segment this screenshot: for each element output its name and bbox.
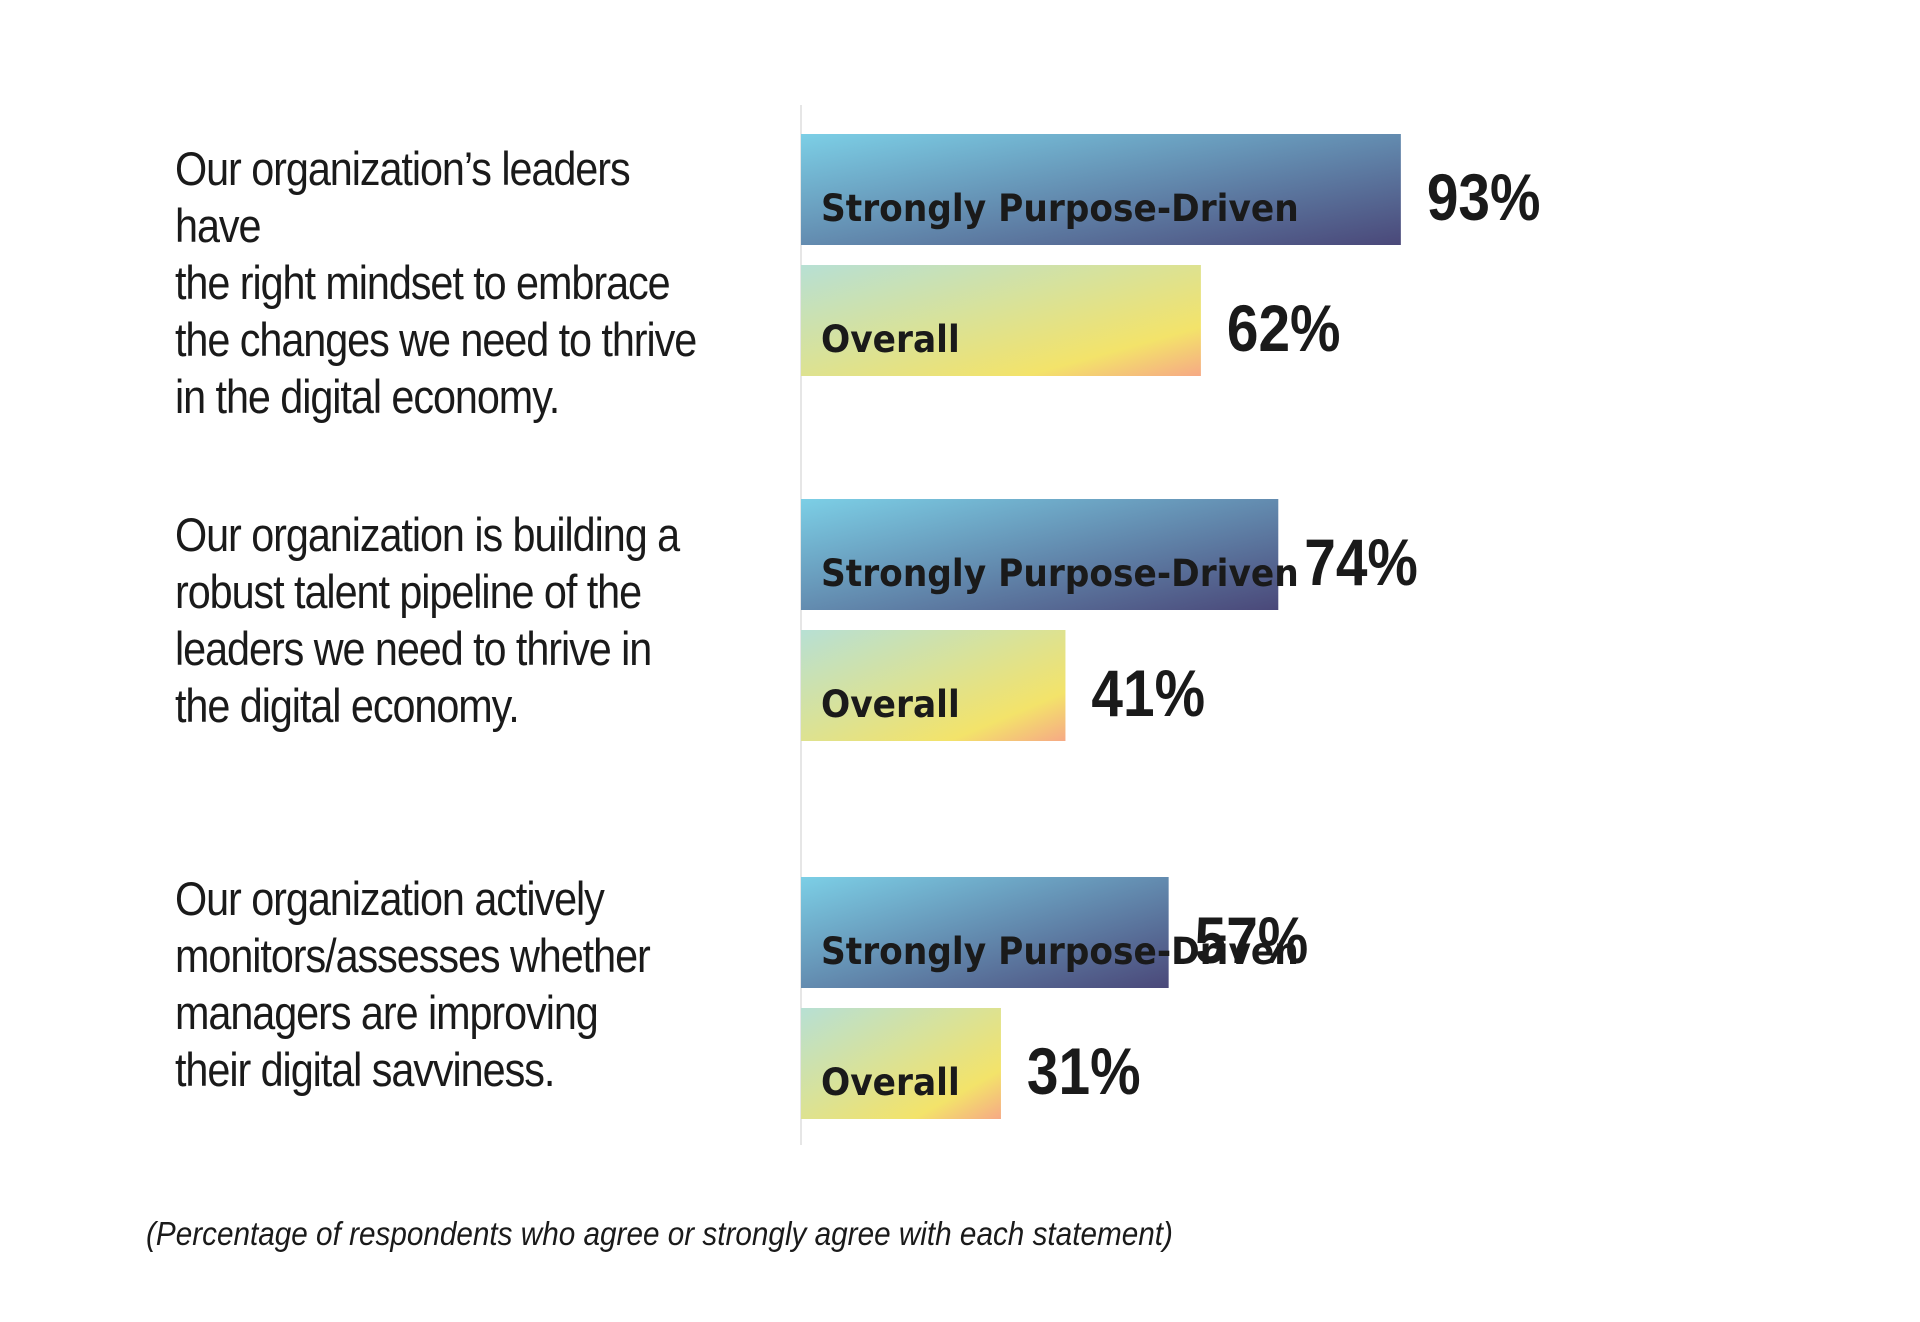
statement-line: monitors/assesses whether	[175, 929, 651, 982]
statement-line: the digital economy.	[175, 679, 520, 732]
bar-series-label: Overall	[821, 319, 960, 361]
statement-line: in the digital economy.	[175, 370, 560, 423]
statement-2: Our organization is building a robust ta…	[175, 506, 703, 734]
bar-overall-3	[801, 1008, 1001, 1119]
bar-strongly-purpose-driven-1	[801, 134, 1401, 245]
bar-overall-2	[801, 630, 1066, 741]
bar-overall-1	[801, 265, 1201, 376]
bar-value-label: 41%	[1091, 657, 1205, 731]
statement-line: Our organization’s leaders have	[175, 142, 631, 252]
bar-value-label: 57%	[1195, 904, 1309, 978]
statement-3: Our organization actively monitors/asses…	[175, 870, 703, 1098]
bar-strongly-purpose-driven-3	[801, 877, 1169, 988]
statement-line: Our organization actively	[175, 872, 605, 925]
statement-line: leaders we need to thrive in	[175, 622, 652, 675]
statement-line: robust talent pipeline of the	[175, 565, 642, 618]
bar-value-label: 93%	[1427, 161, 1541, 235]
bar-value-label: 31%	[1027, 1035, 1141, 1109]
bar-series-label: Overall	[821, 1062, 960, 1104]
bar-strongly-purpose-driven-2	[801, 499, 1279, 610]
statement-line: their digital savviness.	[175, 1043, 555, 1096]
bar-value-label: 74%	[1304, 526, 1418, 600]
statement-line: the changes we need to thrive	[175, 313, 697, 366]
bar-series-label: Strongly Purpose-Driven	[821, 553, 1299, 595]
footnote: (Percentage of respondents who agree or …	[146, 1215, 1173, 1252]
statement-1: Our organization’s leaders have the righ…	[175, 140, 703, 425]
bar-series-label: Strongly Purpose-Driven	[821, 188, 1299, 230]
bar-series-label: Strongly Purpose-Driven	[821, 931, 1299, 973]
statement-line: the right mindset to embrace	[175, 256, 671, 309]
bar-value-label: 62%	[1227, 292, 1341, 366]
statement-line: managers are improving	[175, 986, 599, 1039]
statement-line: Our organization is building a	[175, 508, 680, 561]
bar-series-label: Overall	[821, 684, 960, 726]
